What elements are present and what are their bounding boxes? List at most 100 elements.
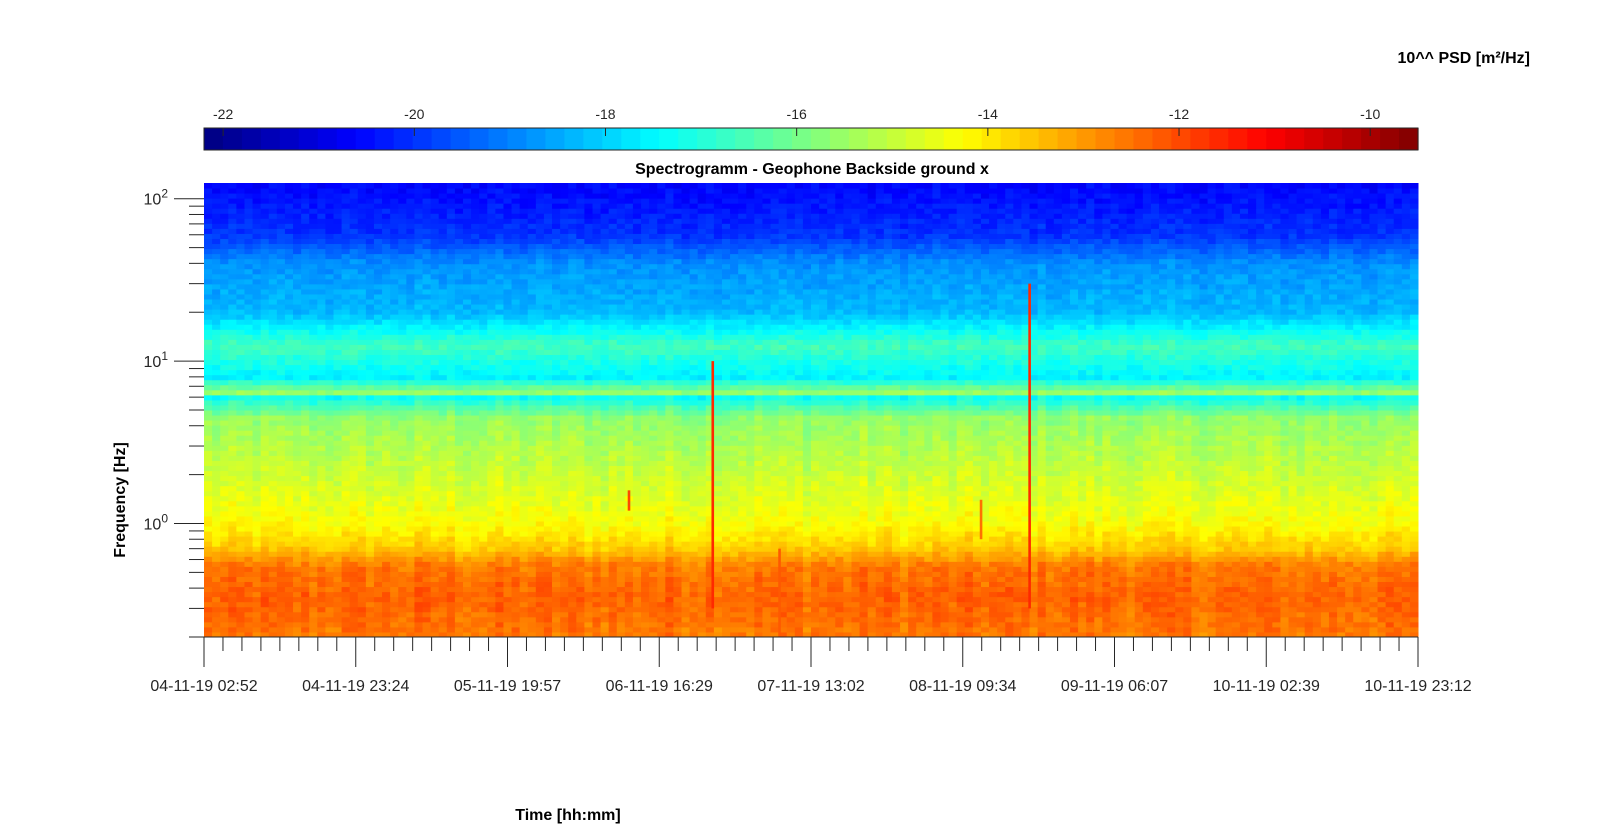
spectrogram-cell [1118,515,1128,522]
spectrogram-cell [948,505,958,512]
spectrogram-cell [681,556,691,562]
spectrogram-cell [430,631,440,638]
spectrogram-cell [301,576,310,583]
spectrogram-cell [438,490,448,497]
spectrogram-cell [293,571,302,577]
spectrogram-cell [349,611,359,618]
spectrogram-cell [252,546,262,552]
spectrogram-cell [511,576,521,583]
spectrogram-cell [665,576,674,583]
spectrogram-cell [252,500,262,507]
spectrogram-cell [770,551,780,557]
spectrogram-cell [632,490,642,497]
spectrogram-cell [471,531,480,537]
spectrogram-cell [276,515,286,522]
spectrogram-cell [721,505,731,512]
spectrogram-cell [713,631,723,638]
spectrogram-cell [811,596,820,603]
spectrogram-cell [301,631,310,638]
spectrogram-cell [786,631,796,638]
spectrogram-cell [665,601,674,608]
spectrogram-cell [989,601,998,608]
spectrogram-cell [867,611,877,618]
spectrogram-cell [1361,526,1370,532]
spectrogram-cell [665,546,674,552]
spectrogram-cell [430,591,440,598]
spectrogram-cell [948,470,958,477]
spectrogram-cell [317,601,326,608]
spectrogram-cell [1094,505,1103,512]
spectrogram-cell [584,470,593,477]
spectrogram-cell [382,601,391,608]
spectrogram-cell [697,606,707,613]
spectrogram-cell [1401,606,1411,613]
spectrogram-cell [511,581,521,588]
spectrogram-cell [1304,510,1314,517]
spectrogram-cell [244,541,254,547]
spectrogram-cell [1045,631,1055,638]
spectrogram-cell [697,631,707,638]
spectrogram-cell [1021,505,1031,512]
spectrogram-cell [641,596,650,603]
spectrogram-cell [382,561,391,567]
spectrogram-cell [584,611,593,618]
spectrogram-cell [462,591,472,598]
spectrogram-cell [276,616,286,623]
spectrogram-cell [454,596,464,603]
spectrogram-cell [673,500,682,507]
spectrogram-cell [964,576,974,583]
spectrogram-cell [794,505,804,512]
spectrogram-cell [964,591,974,598]
spectrogram-cell [422,490,432,497]
spectrogram-cell [527,626,537,633]
spectrogram-cell [1345,520,1354,527]
spectrogram-cell [454,495,464,502]
spectrogram-cell [980,546,990,552]
spectrogram-cell [1061,485,1071,492]
spectrogram-cell [600,495,610,502]
spectrogram-cell [212,520,221,527]
spectrogram-cell [268,490,278,497]
spectrogram-cell [1393,490,1403,497]
spectrogram-cell [471,561,480,567]
spectrogram-cell [382,556,391,562]
spectrogram-cell [1159,571,1168,577]
spectrogram-cell [1086,601,1095,608]
spectrogram-cell [641,631,650,638]
spectrogram-cell [430,510,440,517]
spectrogram-cell [487,495,496,502]
spectrogram-cell [1167,601,1176,608]
spectrogram-cell [1069,566,1079,572]
spectrogram-cell [1094,621,1103,628]
spectrogram-cell [244,556,254,562]
spectrogram-cell [1094,515,1103,522]
spectrogram-cell [997,515,1006,522]
spectrogram-cell [333,626,343,633]
spectrogram-cell [462,475,472,482]
spectrogram-cell [997,485,1006,492]
spectrogram-cell [1223,566,1233,572]
spectrogram-cell [244,631,254,638]
spectrogram-cell [414,606,424,613]
spectrogram-cell [479,621,488,628]
spectrogram-cell [673,546,682,552]
spectrogram-cell [1199,606,1209,613]
spectrogram-cell [1288,616,1298,623]
spectrogram-cell [1345,616,1354,623]
spectrogram-cell [543,601,553,608]
spectrogram-cell [1272,631,1281,638]
spectrogram-cell [1118,485,1128,492]
spectrogram-cell [1223,541,1233,547]
spectrogram-cell [1102,515,1111,522]
spectrogram-cell [1320,546,1330,552]
spectrogram-cell [357,480,367,487]
spectrogram-cell [835,561,844,567]
spectrogram-cell [1328,566,1338,572]
spectrogram-cell [1069,556,1079,562]
spectrogram-cell [851,490,861,497]
spectrogram-cell [1320,581,1330,588]
spectrogram-cell [1191,536,1200,542]
spectrogram-cell [738,480,747,487]
spectrogram-cell [835,621,844,628]
spectrogram-cell [333,526,343,532]
